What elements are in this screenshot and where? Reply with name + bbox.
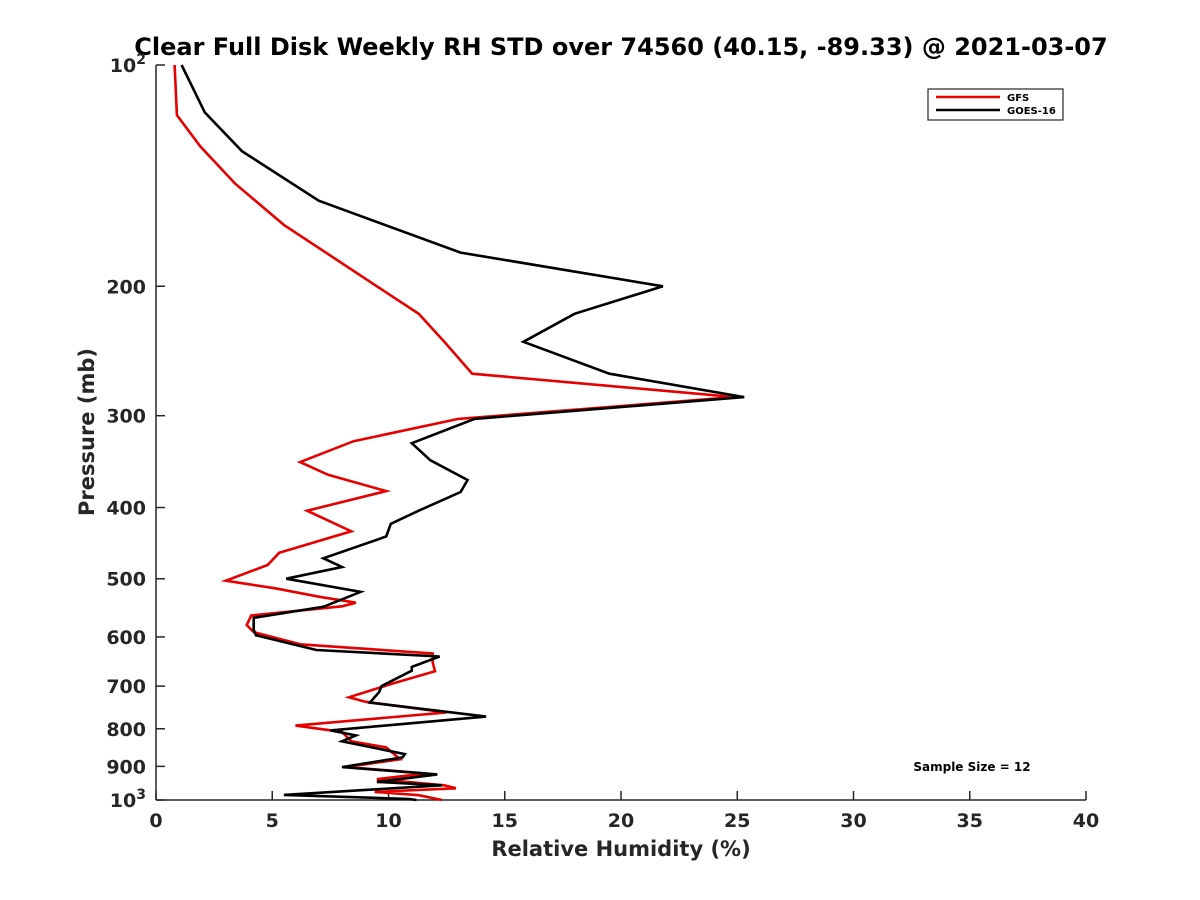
y-tick-exponent: 3 bbox=[136, 787, 146, 803]
y-tick-label: 400 bbox=[106, 498, 146, 520]
y-tick-label: 300 bbox=[106, 406, 146, 428]
y-tick-exponent: 2 bbox=[136, 52, 146, 68]
x-tick-label: 0 bbox=[149, 810, 162, 832]
series-line-goes-16 bbox=[180, 64, 745, 802]
x-tick-label: 40 bbox=[1073, 810, 1099, 832]
x-tick-label: 25 bbox=[724, 810, 750, 832]
y-tick-label: 900 bbox=[106, 756, 146, 778]
legend-box bbox=[927, 88, 1064, 121]
y-axis-label: Pressure (mb) bbox=[75, 348, 99, 516]
x-ticks: 0 5 10 15 20 25 30 35 40 bbox=[149, 791, 1099, 832]
y-tick-base: 10 bbox=[110, 790, 136, 812]
y-tick-label: 700 bbox=[106, 676, 146, 698]
y-tick-label: 102 bbox=[110, 52, 146, 77]
x-tick-label: 35 bbox=[957, 810, 983, 832]
legend: GFS GOES-16 bbox=[927, 88, 1064, 121]
y-tick-label: 103 bbox=[110, 787, 146, 812]
x-tick-label: 5 bbox=[266, 810, 279, 832]
sample-size-annotation: Sample Size = 12 bbox=[913, 760, 1030, 774]
y-tick-base: 10 bbox=[110, 55, 136, 77]
y-tick-label: 500 bbox=[106, 569, 146, 591]
x-tick-label: 15 bbox=[492, 810, 518, 832]
plot-area bbox=[155, 65, 1086, 801]
y-tick-label: 800 bbox=[106, 719, 146, 741]
series-layer bbox=[173, 64, 745, 802]
plot-background bbox=[156, 65, 1086, 800]
y-tick-label: 200 bbox=[106, 276, 146, 298]
y-tick-label: 600 bbox=[106, 627, 146, 649]
legend-label-goes-16: GOES-16 bbox=[1007, 106, 1056, 117]
chart-title: Clear Full Disk Weekly RH STD over 74560… bbox=[134, 33, 1107, 61]
x-tick-label: 30 bbox=[840, 810, 866, 832]
x-tick-label: 10 bbox=[375, 810, 401, 832]
x-tick-label: 20 bbox=[608, 810, 634, 832]
legend-label-gfs: GFS bbox=[1007, 93, 1029, 104]
x-axis-label: Relative Humidity (%) bbox=[491, 837, 750, 861]
